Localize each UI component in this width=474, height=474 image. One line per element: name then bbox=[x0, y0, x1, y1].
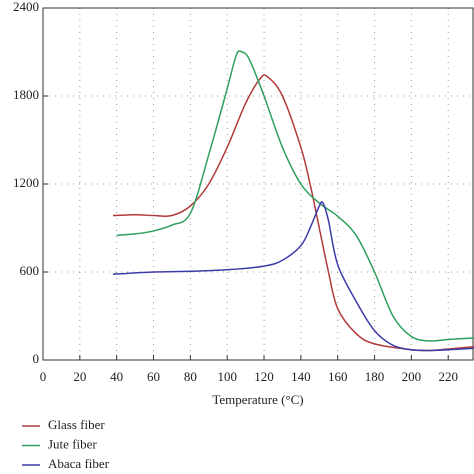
x-tick-label: 120 bbox=[254, 369, 274, 384]
series-line bbox=[112, 201, 474, 352]
series-line bbox=[112, 74, 474, 352]
x-axis-label: Temperature (°C) bbox=[212, 392, 303, 407]
x-tick-label: 60 bbox=[147, 369, 160, 384]
x-tick-label: 180 bbox=[365, 369, 385, 384]
x-tick-label: 160 bbox=[328, 369, 348, 384]
x-tick-label: 80 bbox=[184, 369, 197, 384]
series-line bbox=[116, 50, 474, 342]
y-tick-label: 0 bbox=[33, 351, 40, 366]
y-tick-label: 1200 bbox=[13, 175, 39, 190]
legend-label: Abaca fiber bbox=[48, 456, 110, 471]
plot-frame bbox=[42, 7, 474, 361]
x-tick-label: 140 bbox=[291, 369, 311, 384]
x-tick-label: 0 bbox=[40, 369, 47, 384]
x-tick-label: 200 bbox=[402, 369, 422, 384]
y-tick-label: 600 bbox=[20, 263, 40, 278]
x-tick-label: 220 bbox=[438, 369, 458, 384]
x-tick-label: 40 bbox=[110, 369, 123, 384]
x-tick-label: 100 bbox=[217, 369, 237, 384]
y-tick-label: 1800 bbox=[13, 87, 39, 102]
legend-label: Jute fiber bbox=[48, 436, 97, 451]
x-tick-label: 20 bbox=[73, 369, 86, 384]
legend-label: Glass fiber bbox=[48, 417, 105, 432]
y-tick-label: 2400 bbox=[13, 0, 39, 14]
